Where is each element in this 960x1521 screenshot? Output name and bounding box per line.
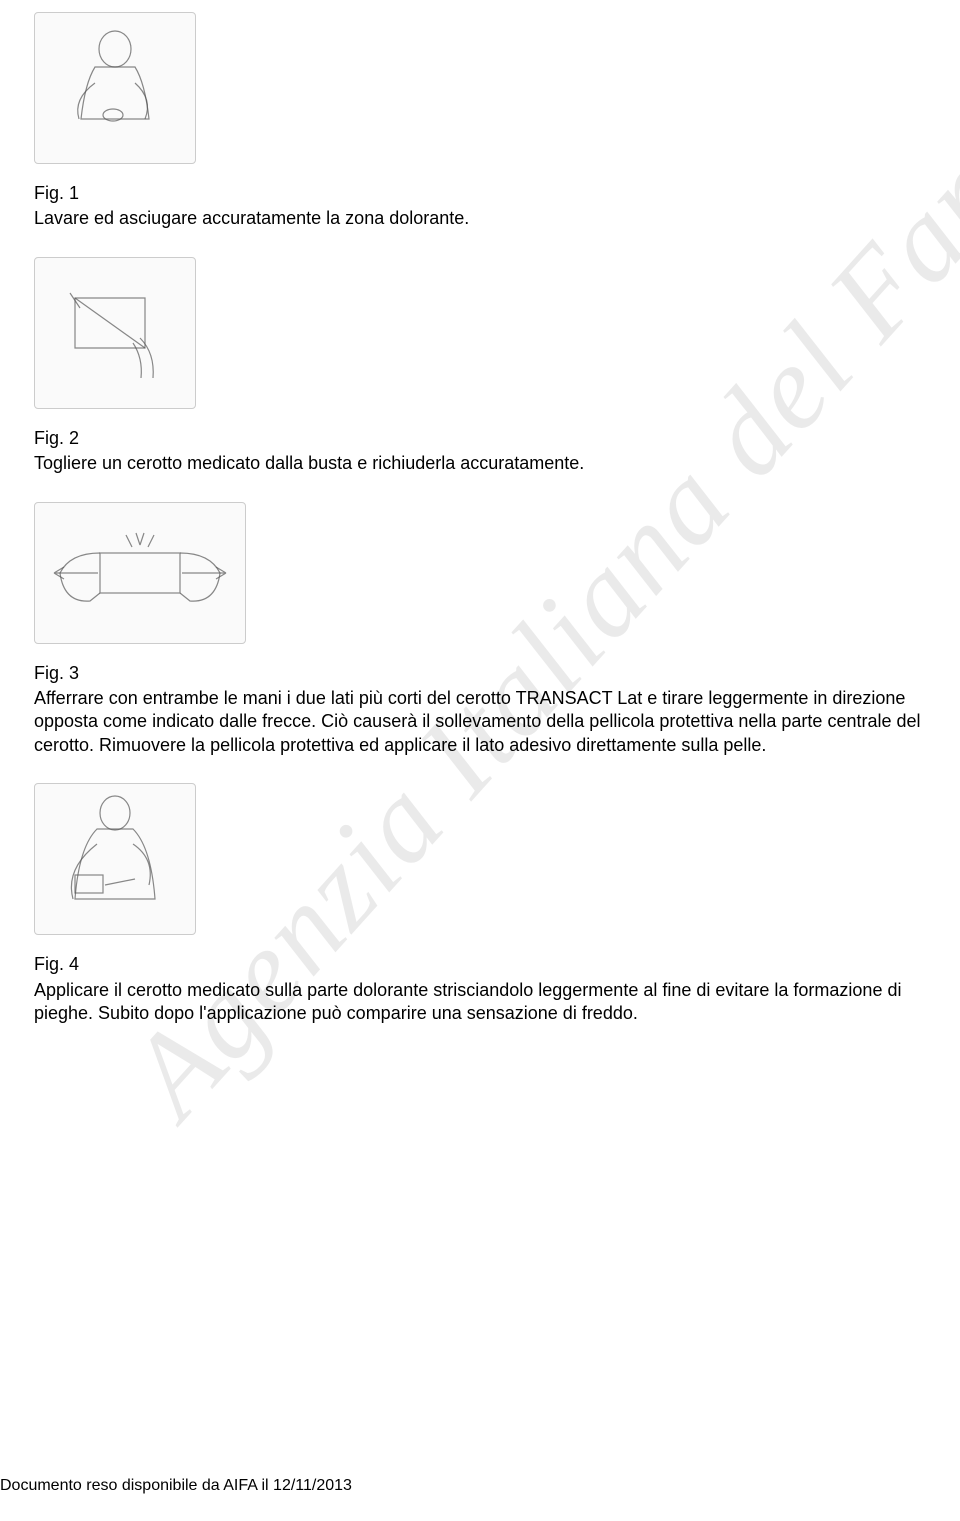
figure-3-caption: Afferrare con entrambe le mani i due lat… bbox=[34, 687, 926, 757]
footer-text: Documento reso disponibile da AIFA il 12… bbox=[0, 1476, 352, 1497]
figure-2-caption: Togliere un cerotto medicato dalla busta… bbox=[34, 452, 926, 475]
figure-1-label: Fig. 1 bbox=[34, 182, 926, 205]
figure-block-3: Fig. 3 Afferrare con entrambe le mani i … bbox=[34, 502, 926, 758]
figure-1-illustration bbox=[34, 12, 196, 164]
figure-4-illustration bbox=[34, 783, 196, 935]
figure-block-2: Fig. 2 Togliere un cerotto medicato dall… bbox=[34, 257, 926, 476]
figure-4-caption: Applicare il cerotto medicato sulla part… bbox=[34, 979, 926, 1026]
figure-1-caption: Lavare ed asciugare accuratamente la zon… bbox=[34, 207, 926, 230]
figure-4-label: Fig. 4 bbox=[34, 953, 926, 976]
figure-3-label: Fig. 3 bbox=[34, 662, 926, 685]
figure-block-4: Fig. 4 Applicare il cerotto medicato sul… bbox=[34, 783, 926, 1025]
figure-3-illustration bbox=[34, 502, 246, 644]
figure-block-1: Fig. 1 Lavare ed asciugare accuratamente… bbox=[34, 12, 926, 231]
figure-2-illustration bbox=[34, 257, 196, 409]
figure-2-label: Fig. 2 bbox=[34, 427, 926, 450]
